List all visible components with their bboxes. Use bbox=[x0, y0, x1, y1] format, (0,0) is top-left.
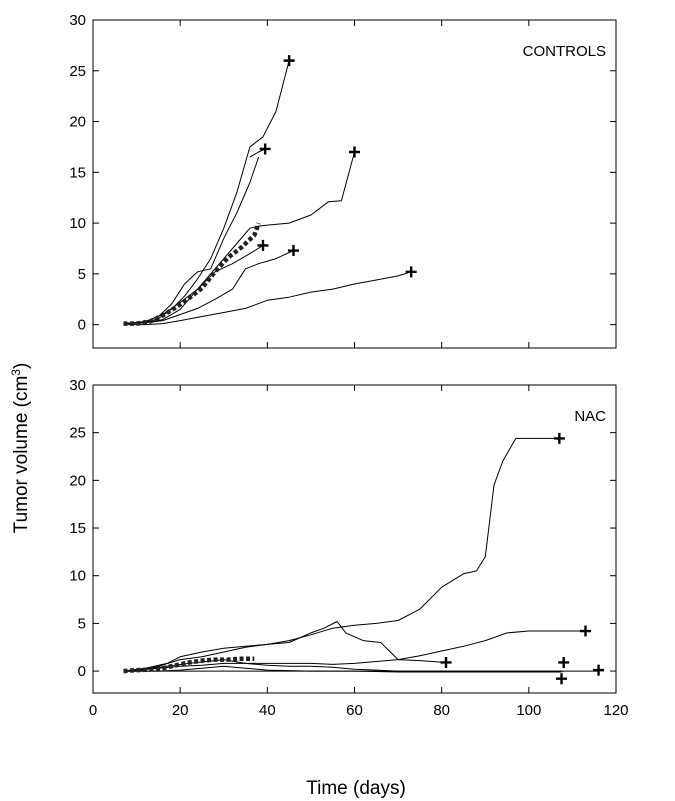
controls-tumor-line bbox=[123, 250, 294, 325]
nac-x-tick-label: 100 bbox=[516, 702, 541, 719]
nac-x-tick-label: 0 bbox=[89, 702, 97, 719]
controls-mean-line bbox=[123, 222, 261, 326]
controls-tumor-line bbox=[123, 151, 355, 325]
nac-x-tick-label: 40 bbox=[259, 702, 276, 719]
controls-panel-label: CONTROLS bbox=[523, 43, 606, 60]
nac-x-tick-label: 60 bbox=[346, 702, 363, 719]
controls-y-tick-label: 0 bbox=[78, 317, 86, 334]
y-axis-title: Tumor volume (cm3) bbox=[9, 363, 32, 534]
y-axis-title-close: ) bbox=[11, 363, 32, 369]
nac-axis-ticks: 0 5 10 15 20 25 30 0 20 40 60 80 100 120 bbox=[69, 377, 628, 719]
controls-tumor-line bbox=[249, 148, 266, 158]
nac-x-tick-label: 20 bbox=[172, 702, 189, 719]
nac-y-tick-label: 20 bbox=[69, 472, 86, 489]
nac-endpoint-marker bbox=[440, 656, 452, 668]
nac-y-tick-label: 10 bbox=[69, 568, 86, 585]
controls-y-tick-label: 10 bbox=[69, 215, 86, 232]
nac-endpoint-marker bbox=[558, 656, 570, 668]
controls-y-tick-label: 5 bbox=[78, 266, 86, 283]
nac-endpoint-marker bbox=[556, 673, 568, 685]
nac-tumor-line bbox=[123, 630, 586, 672]
x-axis-title: Time (days) bbox=[306, 778, 406, 799]
controls-endpoint-marker bbox=[259, 143, 271, 155]
nac-tumor-line bbox=[398, 659, 447, 663]
y-axis-title-main: Tumor volume (cm bbox=[11, 376, 32, 534]
nac-x-tick-label: 80 bbox=[433, 702, 450, 719]
controls-y-tick-label: 15 bbox=[69, 164, 86, 181]
controls-axis-ticks: 0 5 10 15 20 25 30 bbox=[69, 12, 617, 348]
nac-series-group bbox=[123, 432, 605, 685]
nac-y-tick-label: 25 bbox=[69, 425, 86, 442]
controls-endpoint-marker bbox=[283, 55, 295, 67]
nac-plot-frame bbox=[92, 384, 617, 694]
nac-y-tick-label: 0 bbox=[78, 663, 86, 680]
controls-endpoint-marker bbox=[349, 146, 360, 158]
nac-endpoint-marker bbox=[593, 664, 605, 676]
controls-y-tick-label: 30 bbox=[69, 12, 86, 29]
nac-x-tick-label: 120 bbox=[603, 702, 628, 719]
controls-plot-frame bbox=[92, 19, 617, 349]
nac-tumor-line bbox=[123, 621, 399, 672]
nac-mean-line bbox=[123, 656, 255, 674]
nac-y-tick-label: 5 bbox=[78, 615, 86, 632]
nac-y-tick-label: 30 bbox=[69, 377, 86, 394]
controls-endpoint-marker bbox=[287, 245, 299, 257]
nac-y-tick-label: 15 bbox=[69, 520, 86, 537]
controls-endpoint-marker bbox=[257, 239, 269, 251]
controls-panel: 0 5 10 15 20 25 30 CONTROLS bbox=[69, 12, 617, 349]
nac-tumor-line bbox=[123, 437, 560, 672]
nac-endpoint-marker bbox=[553, 432, 565, 444]
controls-tumor-line bbox=[123, 271, 412, 326]
nac-panel-label: NAC bbox=[574, 408, 606, 425]
controls-endpoint-marker bbox=[405, 266, 417, 278]
controls-series-group bbox=[123, 55, 417, 326]
nac-endpoint-marker bbox=[579, 625, 591, 637]
nac-panel: 0 5 10 15 20 25 30 0 20 40 60 80 100 120 NAC bbox=[69, 377, 628, 719]
controls-y-tick-label: 20 bbox=[69, 114, 86, 131]
controls-y-tick-label: 25 bbox=[69, 63, 86, 80]
y-axis-title-superscript: 3 bbox=[9, 369, 23, 376]
